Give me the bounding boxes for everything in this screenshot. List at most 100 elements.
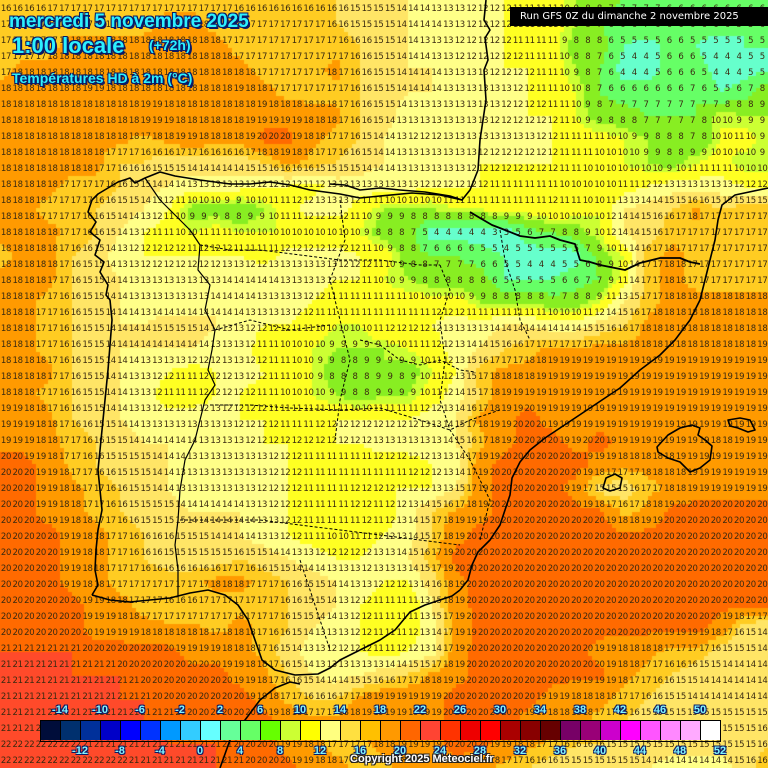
temperature-value: 4 <box>503 244 509 254</box>
temperature-value: 19 <box>419 756 431 766</box>
temperature-value: 11 <box>547 68 559 78</box>
temperature-value: 10 <box>373 244 384 254</box>
temperature-value: 18 <box>105 100 117 110</box>
temperature-value: 17 <box>163 4 175 14</box>
temperature-value: 14 <box>617 212 629 222</box>
temperature-value: 20 <box>722 548 733 558</box>
temperature-value: 6 <box>573 276 579 286</box>
temperature-value: 13 <box>419 612 431 622</box>
temperature-value: 18 <box>291 708 303 718</box>
temperature-value: 13 <box>408 580 419 590</box>
temperature-value: 16 <box>70 260 82 270</box>
temperature-value: 13 <box>175 276 186 286</box>
temperature-value: 5 <box>561 260 568 270</box>
temperature-value: 15 <box>117 436 128 446</box>
temperature-value: 14 <box>221 276 233 286</box>
temperature-value: 17 <box>477 404 489 414</box>
temperature-value: 18 <box>221 84 233 94</box>
temperature-value: 20 <box>594 564 605 574</box>
temperature-value: 18 <box>466 500 477 510</box>
temperature-value: 13 <box>128 292 140 302</box>
temperature-value: 18 <box>233 580 245 590</box>
temperature-value: 12 <box>477 4 489 14</box>
temperature-value: 21 <box>82 740 93 750</box>
temperature-value: 10 <box>431 292 442 302</box>
temperature-value: 19 <box>675 420 687 430</box>
temperature-value: 8 <box>736 100 742 110</box>
temperature-value: 11 <box>408 596 419 606</box>
temperature-value: 20 <box>163 660 175 670</box>
temperature-value: 18 <box>664 324 675 334</box>
temperature-value: 6 <box>620 84 626 94</box>
temperature-value: 18 <box>757 292 768 302</box>
temperature-value: 14 <box>163 484 175 494</box>
temperature-value: 19 <box>640 372 652 382</box>
temperature-value: 12 <box>733 180 745 190</box>
temperature-value: 10 <box>443 292 454 302</box>
temperature-value: 20 <box>501 628 512 638</box>
temperature-value: 12 <box>291 500 303 510</box>
temperature-value: 21 <box>82 660 93 670</box>
temperature-value: 17 <box>140 612 152 622</box>
temperature-value: 20 <box>710 548 722 558</box>
temperature-value: 17 <box>128 580 140 590</box>
temperature-value: 11 <box>489 180 501 190</box>
temperature-value: 8 <box>387 228 393 238</box>
temperature-value: 16 <box>93 196 105 206</box>
temperature-value: 8 <box>585 84 591 94</box>
temperature-value: 5 <box>620 36 626 46</box>
temperature-value: 16 <box>419 548 431 558</box>
temperature-value: 11 <box>512 196 524 206</box>
temperature-value: 13 <box>338 660 349 670</box>
temperature-value: 19 <box>664 404 675 414</box>
temperature-value: 20 <box>536 612 547 622</box>
temperature-value: 20 <box>757 596 768 606</box>
temperature-value: 11 <box>326 292 338 302</box>
run-info-banner: Run GFS 0Z du dimanche 2 novembre 2025 <box>510 7 768 26</box>
temperature-value: 12 <box>349 548 361 558</box>
temperature-value: 15 <box>408 548 419 558</box>
temperature-value: 20 <box>733 580 745 590</box>
temperature-value: 17 <box>221 36 233 46</box>
temperature-value: 15 <box>221 548 233 558</box>
temperature-value: 17 <box>443 612 454 622</box>
temperature-value: 11 <box>524 52 536 62</box>
temperature-value: 8 <box>399 244 405 254</box>
temperature-value: 21 <box>82 692 93 702</box>
temperature-value: 17 <box>338 756 349 766</box>
temperature-value: 20 <box>256 756 268 766</box>
temperature-value: 14 <box>210 164 221 174</box>
temperature-value: 16 <box>70 388 82 398</box>
temperature-value: 9 <box>387 372 393 382</box>
temperature-value: 11 <box>303 500 314 510</box>
temperature-value: 18 <box>105 132 117 142</box>
temperature-value: 12 <box>477 36 489 46</box>
temperature-value: 18 <box>326 116 338 126</box>
temperature-value: 20 <box>640 612 652 622</box>
temperature-value: 12 <box>408 324 419 334</box>
temperature-value: 17 <box>268 596 280 606</box>
temperature-value: 13 <box>221 468 233 478</box>
temperature-value: 19 <box>652 372 664 382</box>
temperature-value: 13 <box>198 180 210 190</box>
temperature-value: 20 <box>536 676 547 686</box>
temperature-value: 18 <box>59 500 70 510</box>
temperature-value: 20 <box>582 436 594 446</box>
temperature-value: 13 <box>361 580 373 590</box>
temperature-value: 6 <box>666 52 672 62</box>
temperature-value: 19 <box>652 436 664 446</box>
temperature-value: 22 <box>82 756 93 766</box>
temperature-value: 19 <box>605 644 617 654</box>
temperature-value: 20 <box>152 644 163 654</box>
temperature-value: 17 <box>152 596 163 606</box>
temperature-value: 20 <box>175 708 186 718</box>
temperature-value: 15 <box>710 196 722 206</box>
temperature-value: 14 <box>629 244 640 254</box>
temperature-value: 17 <box>640 292 652 302</box>
temperature-value: 20 <box>582 628 594 638</box>
temperature-value: 17 <box>117 580 128 590</box>
temperature-value: 19 <box>699 404 710 414</box>
temperature-value: 13 <box>477 132 489 142</box>
temperature-value: 13 <box>443 36 454 46</box>
temperature-value: 16 <box>93 212 105 222</box>
